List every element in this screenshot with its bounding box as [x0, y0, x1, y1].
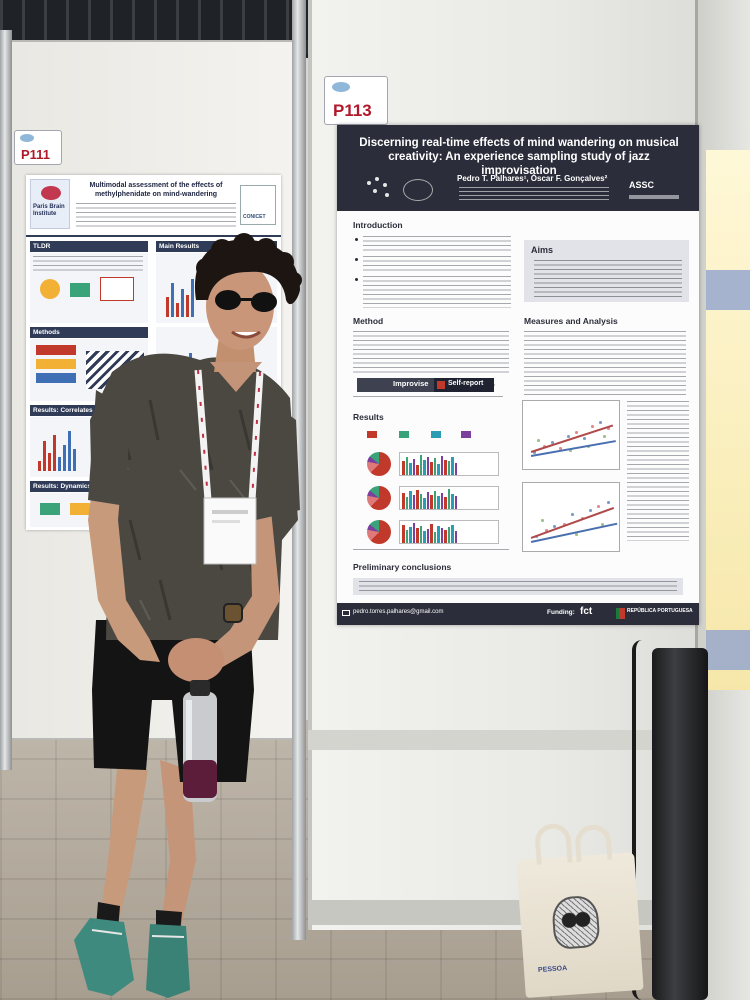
funding-label: Funding:: [547, 609, 575, 616]
left-leg: [100, 760, 148, 925]
conclusions-box: [353, 578, 683, 595]
left-shoe-icon: [74, 918, 134, 996]
mouth: [231, 330, 261, 339]
poster-number-text: P113: [333, 101, 372, 120]
name-badge: [203, 497, 257, 565]
brain-icon: [41, 186, 61, 200]
conicet-logo: CONICET: [240, 185, 276, 225]
poster-authors: [76, 203, 236, 227]
state-pie-chart: [367, 486, 391, 510]
institute-logo-text: Paris Brain Institute: [33, 204, 65, 217]
right-leg: [160, 760, 196, 932]
poster-footer: pedro.torres.palhares@gmail.com Funding:…: [337, 603, 699, 625]
poster-title: Multimodal assessment of the effects of …: [89, 182, 223, 198]
speech-bubble-icon: [20, 134, 34, 142]
figure-caption: [353, 396, 503, 400]
speech-bubble-icon: [332, 82, 350, 92]
self-report-icon: [437, 381, 445, 389]
self-report-step: Self-report: [434, 378, 494, 392]
state-bar-panel: [399, 520, 499, 544]
section-results: Results: [353, 412, 384, 422]
measures-text: [524, 331, 686, 395]
face: [206, 262, 274, 350]
aims-box: Aims: [524, 240, 689, 302]
tube-strap: [632, 640, 668, 1000]
tote-bag: PESSOA: [516, 822, 644, 998]
section-results-correlates: Results: Correlates of Mind-wa: [30, 405, 148, 416]
scatter-plot: [522, 400, 620, 470]
portugal-flag-icon: [616, 608, 625, 619]
poster-number-text: P111: [21, 147, 50, 162]
section-methods: Methods: [30, 327, 148, 338]
poster-affiliations: [459, 187, 609, 203]
poster-tube: [652, 648, 708, 1000]
university-logo: [403, 179, 433, 201]
intro-paragraph-1: [363, 236, 511, 254]
fct-logo: fct: [580, 606, 593, 617]
tote-print-text: PESSOA: [537, 965, 568, 975]
section-aims: Aims: [531, 245, 554, 255]
results-caption: [353, 549, 509, 553]
wristwatch-icon: [223, 603, 243, 623]
section-introduction: Introduction: [353, 220, 403, 230]
results-side-text: [627, 401, 689, 541]
conicet-logo-text: CONICET: [243, 214, 266, 220]
skull-illustration: [551, 894, 601, 950]
section-conclusions: Preliminary conclusions: [353, 562, 452, 572]
state-bar-panel: [399, 452, 499, 476]
poster-header: Paris Brain Institute Multimodal assessm…: [26, 175, 281, 237]
aims-text: [534, 260, 682, 298]
board-seam: [308, 730, 708, 750]
shirt: [90, 353, 298, 640]
poster-number-label-p113: P113: [324, 76, 388, 125]
state-bar-panel: [399, 486, 499, 510]
self-report-label: Self-report: [448, 379, 484, 387]
scatter-plot: [522, 482, 620, 552]
republica-portuguesa-logo: REPÚBLICA PORTUGUESA: [627, 608, 693, 614]
right-sleeve: [256, 392, 300, 520]
poster-header: Discerning real-time effects of mind wan…: [337, 125, 699, 211]
prolific-logo: [365, 177, 395, 199]
section-method: Method: [353, 316, 384, 326]
mail-icon: [342, 610, 350, 616]
improvise-label: Improvise: [393, 379, 429, 388]
bullet-dot: [355, 258, 358, 261]
intro-paragraph-2: [363, 256, 511, 274]
state-pie-chart: [367, 452, 391, 476]
sunglasses-icon: [215, 290, 277, 312]
intro-paragraph-3: [363, 276, 511, 308]
water-bottle-icon: [183, 680, 217, 802]
board-base: [308, 900, 708, 925]
conference-venue: [629, 195, 679, 199]
institute-logo: Paris Brain Institute: [30, 179, 70, 229]
method-text: [353, 331, 509, 373]
right-arm: [196, 500, 280, 672]
hands: [168, 638, 224, 682]
bullet-dot: [355, 278, 358, 281]
assc-logo: ASSC: [629, 180, 655, 190]
tldr-block: [30, 253, 148, 323]
left-sleeve: [88, 390, 130, 506]
poster-authors: Pedro T. Palhares¹, Óscar F. Gonçalves²: [457, 174, 608, 183]
conclusions-text: [359, 581, 677, 592]
far-right-poster: [706, 150, 750, 690]
left-board-pole: [0, 30, 12, 770]
poster-p113: Discerning real-time effects of mind wan…: [337, 125, 699, 625]
person-figure: [74, 233, 302, 998]
section-tldr: TLDR: [30, 241, 148, 252]
contact-email: pedro.torres.palhares@gmail.com: [353, 609, 444, 615]
section-measures: Measures and Analysis: [524, 316, 618, 326]
board-pole: [292, 0, 306, 940]
state-pie-chart: [367, 520, 391, 544]
bullet-dot: [355, 238, 358, 241]
poster-number-label-p111: P111: [14, 130, 62, 165]
right-shoe-icon: [146, 924, 190, 998]
poster-title: Discerning real-time effects of mind wan…: [359, 137, 679, 177]
